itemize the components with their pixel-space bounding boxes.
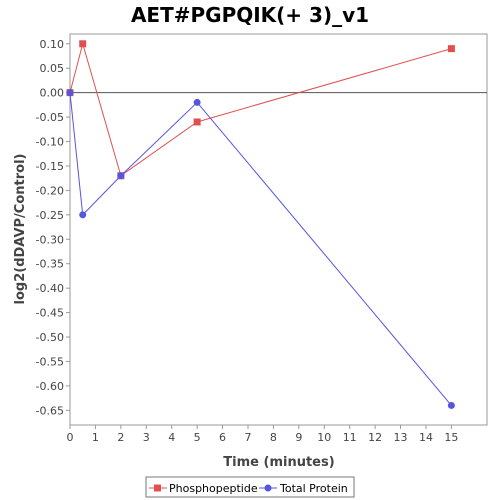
y-tick-label: 0.10 <box>40 38 65 51</box>
data-point-total-protein <box>117 172 125 180</box>
y-tick-label: 0.05 <box>40 62 65 75</box>
legend: Phosphopeptide Total Protein <box>145 476 355 498</box>
x-tick-label: 3 <box>143 431 150 444</box>
x-tick-label: 12 <box>368 431 382 444</box>
x-tick-label: 7 <box>244 431 251 444</box>
x-axis-label: Time (minutes) <box>223 455 334 470</box>
data-point-total-protein <box>66 89 74 97</box>
legend-marker-phosphopeptide <box>154 484 161 492</box>
x-tick-label: 8 <box>270 431 277 444</box>
y-tick-label: -0.15 <box>36 160 64 173</box>
y-tick-label: -0.20 <box>36 184 64 197</box>
y-tick-label: 0.00 <box>40 87 65 100</box>
y-tick-label: -0.35 <box>36 258 64 271</box>
x-tick-label: 14 <box>419 431 433 444</box>
y-tick-label: -0.40 <box>36 282 64 295</box>
legend-marker-total-protein <box>264 484 272 492</box>
series-layer <box>66 40 455 409</box>
x-tick-label: 13 <box>394 431 408 444</box>
data-point-total-protein <box>447 401 455 409</box>
y-tick-label: -0.45 <box>36 307 64 320</box>
data-point-phosphopeptide <box>79 40 87 48</box>
x-tick-label: 1 <box>92 431 99 444</box>
y-tick-label: -0.65 <box>36 404 64 417</box>
y-tick-label: -0.25 <box>36 209 64 222</box>
legend-label-phosphopeptide: Phosphopeptide <box>169 482 258 495</box>
y-axis-label: log2(dDAVP/Control) <box>13 154 28 305</box>
x-tick-label: 11 <box>343 431 357 444</box>
x-tick-label: 10 <box>317 431 331 444</box>
y-tick-label: -0.55 <box>36 355 64 368</box>
x-tick-label: 9 <box>295 431 302 444</box>
y-tick-label: -0.50 <box>36 331 64 344</box>
x-tick-label: 15 <box>444 431 458 444</box>
y-tick-label: -0.05 <box>36 111 64 124</box>
legend-box <box>145 476 355 498</box>
plot-area <box>69 33 488 426</box>
data-point-phosphopeptide <box>447 45 455 53</box>
data-point-total-protein <box>193 98 201 106</box>
y-axis: 0.10 0.05 0.00 -0.05 -0.10 -0.15 -0.20 -0.25 -0.… <box>36 38 70 417</box>
y-tick-label: -0.30 <box>36 233 64 246</box>
y-tick-label: -0.10 <box>36 136 64 149</box>
x-tick-label: 5 <box>194 431 201 444</box>
x-tick-label: 2 <box>117 431 124 444</box>
data-point-total-protein <box>79 211 87 219</box>
x-axis: 0 1 2 3 4 5 6 7 8 9 10 11 12 13 14 15 <box>67 425 458 444</box>
x-tick-label: 4 <box>168 431 175 444</box>
x-tick-label: 6 <box>219 431 226 444</box>
legend-label-total-protein: Total Protein <box>279 482 348 495</box>
x-tick-label: 0 <box>67 431 74 444</box>
data-point-phosphopeptide <box>193 118 201 126</box>
chart-title: AET#PGPQIK(+ 3)_v1 <box>131 3 369 27</box>
y-tick-label: -0.60 <box>36 380 64 393</box>
